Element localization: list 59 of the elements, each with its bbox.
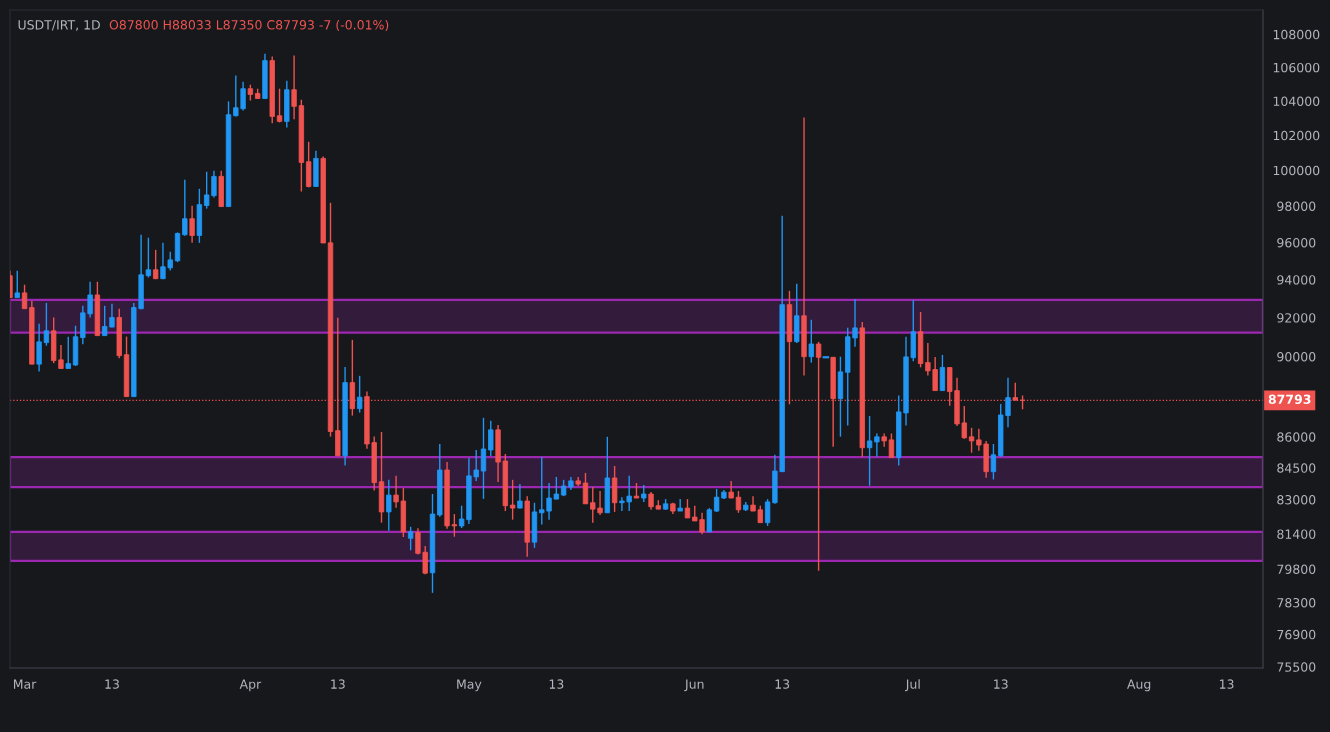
candlestick [356,375,363,414]
y-tick-label: 76900 [1277,629,1316,640]
y-tick-label: 96000 [1277,237,1316,248]
candlestick [874,432,880,458]
candlestick [488,420,494,457]
candlestick [684,498,691,519]
x-tick-label: 13 [105,679,119,689]
x-tick-label: Apr [239,679,262,692]
candlestick [706,507,712,533]
candlestick [939,354,946,392]
x-tick-label: Jul [905,679,920,692]
x-tick-label: 13 [331,679,345,689]
y-tick-label: 104000 [1273,96,1320,106]
x-tick-label: Mar [13,679,37,689]
y-tick-label: 83000 [1277,495,1316,505]
x-tick-label: May [457,679,482,692]
ref-line-label: 87793 [1268,394,1311,404]
x-tick-label: Aug [1127,679,1151,692]
text: O87800 H88033 L87350 C87793 -7 (-0.01%) [109,19,389,32]
candlestick [677,498,683,512]
y-tick-label: 102000 [1273,130,1320,141]
candlestick [582,472,589,505]
x-tick-label: 13 [775,679,790,689]
y-tick-label: 86000 [1277,432,1316,442]
candlestick [276,88,283,124]
candlestick [21,284,28,310]
y-tick-label: 106000 [1273,62,1320,73]
x-tick-label: Jun [684,679,704,692]
candlestick [888,432,895,459]
candlestick [182,179,188,237]
candlestick [517,483,523,509]
text: USDT/IRT, 1D [18,20,100,31]
candlestick [480,417,487,500]
y-tick-label: 78300 [1277,597,1316,608]
candlestick [189,204,195,244]
y-tick-label: 90000 [1277,351,1316,362]
candlestick [407,526,414,551]
candlestick [509,479,516,521]
y-tick-label: 94000 [1277,275,1316,285]
y-tick-label: 79800 [1277,564,1316,574]
candlestick [65,336,71,370]
candlestick [968,427,975,454]
x-tick-label: 13 [549,679,564,689]
x-tick-label: 13 [994,679,1008,689]
candlestick [14,270,20,299]
y-tick-label: 92000 [1277,313,1316,323]
y-tick-label: 98000 [1277,201,1316,211]
candlestick [866,415,873,487]
candlestick [735,490,742,514]
candlestick [808,319,814,364]
y-tick-label: 100000 [1273,165,1320,176]
y-tick-label: 108000 [1273,29,1320,40]
x-tick-label: 13 [1219,679,1234,689]
y-tick-label: 81400 [1277,529,1316,539]
candlestick [990,443,997,481]
candlestick [386,479,392,532]
candlestick [152,249,159,280]
y-tick-label: 84500 [1277,463,1316,473]
y-tick-label: 75500 [1277,662,1316,672]
